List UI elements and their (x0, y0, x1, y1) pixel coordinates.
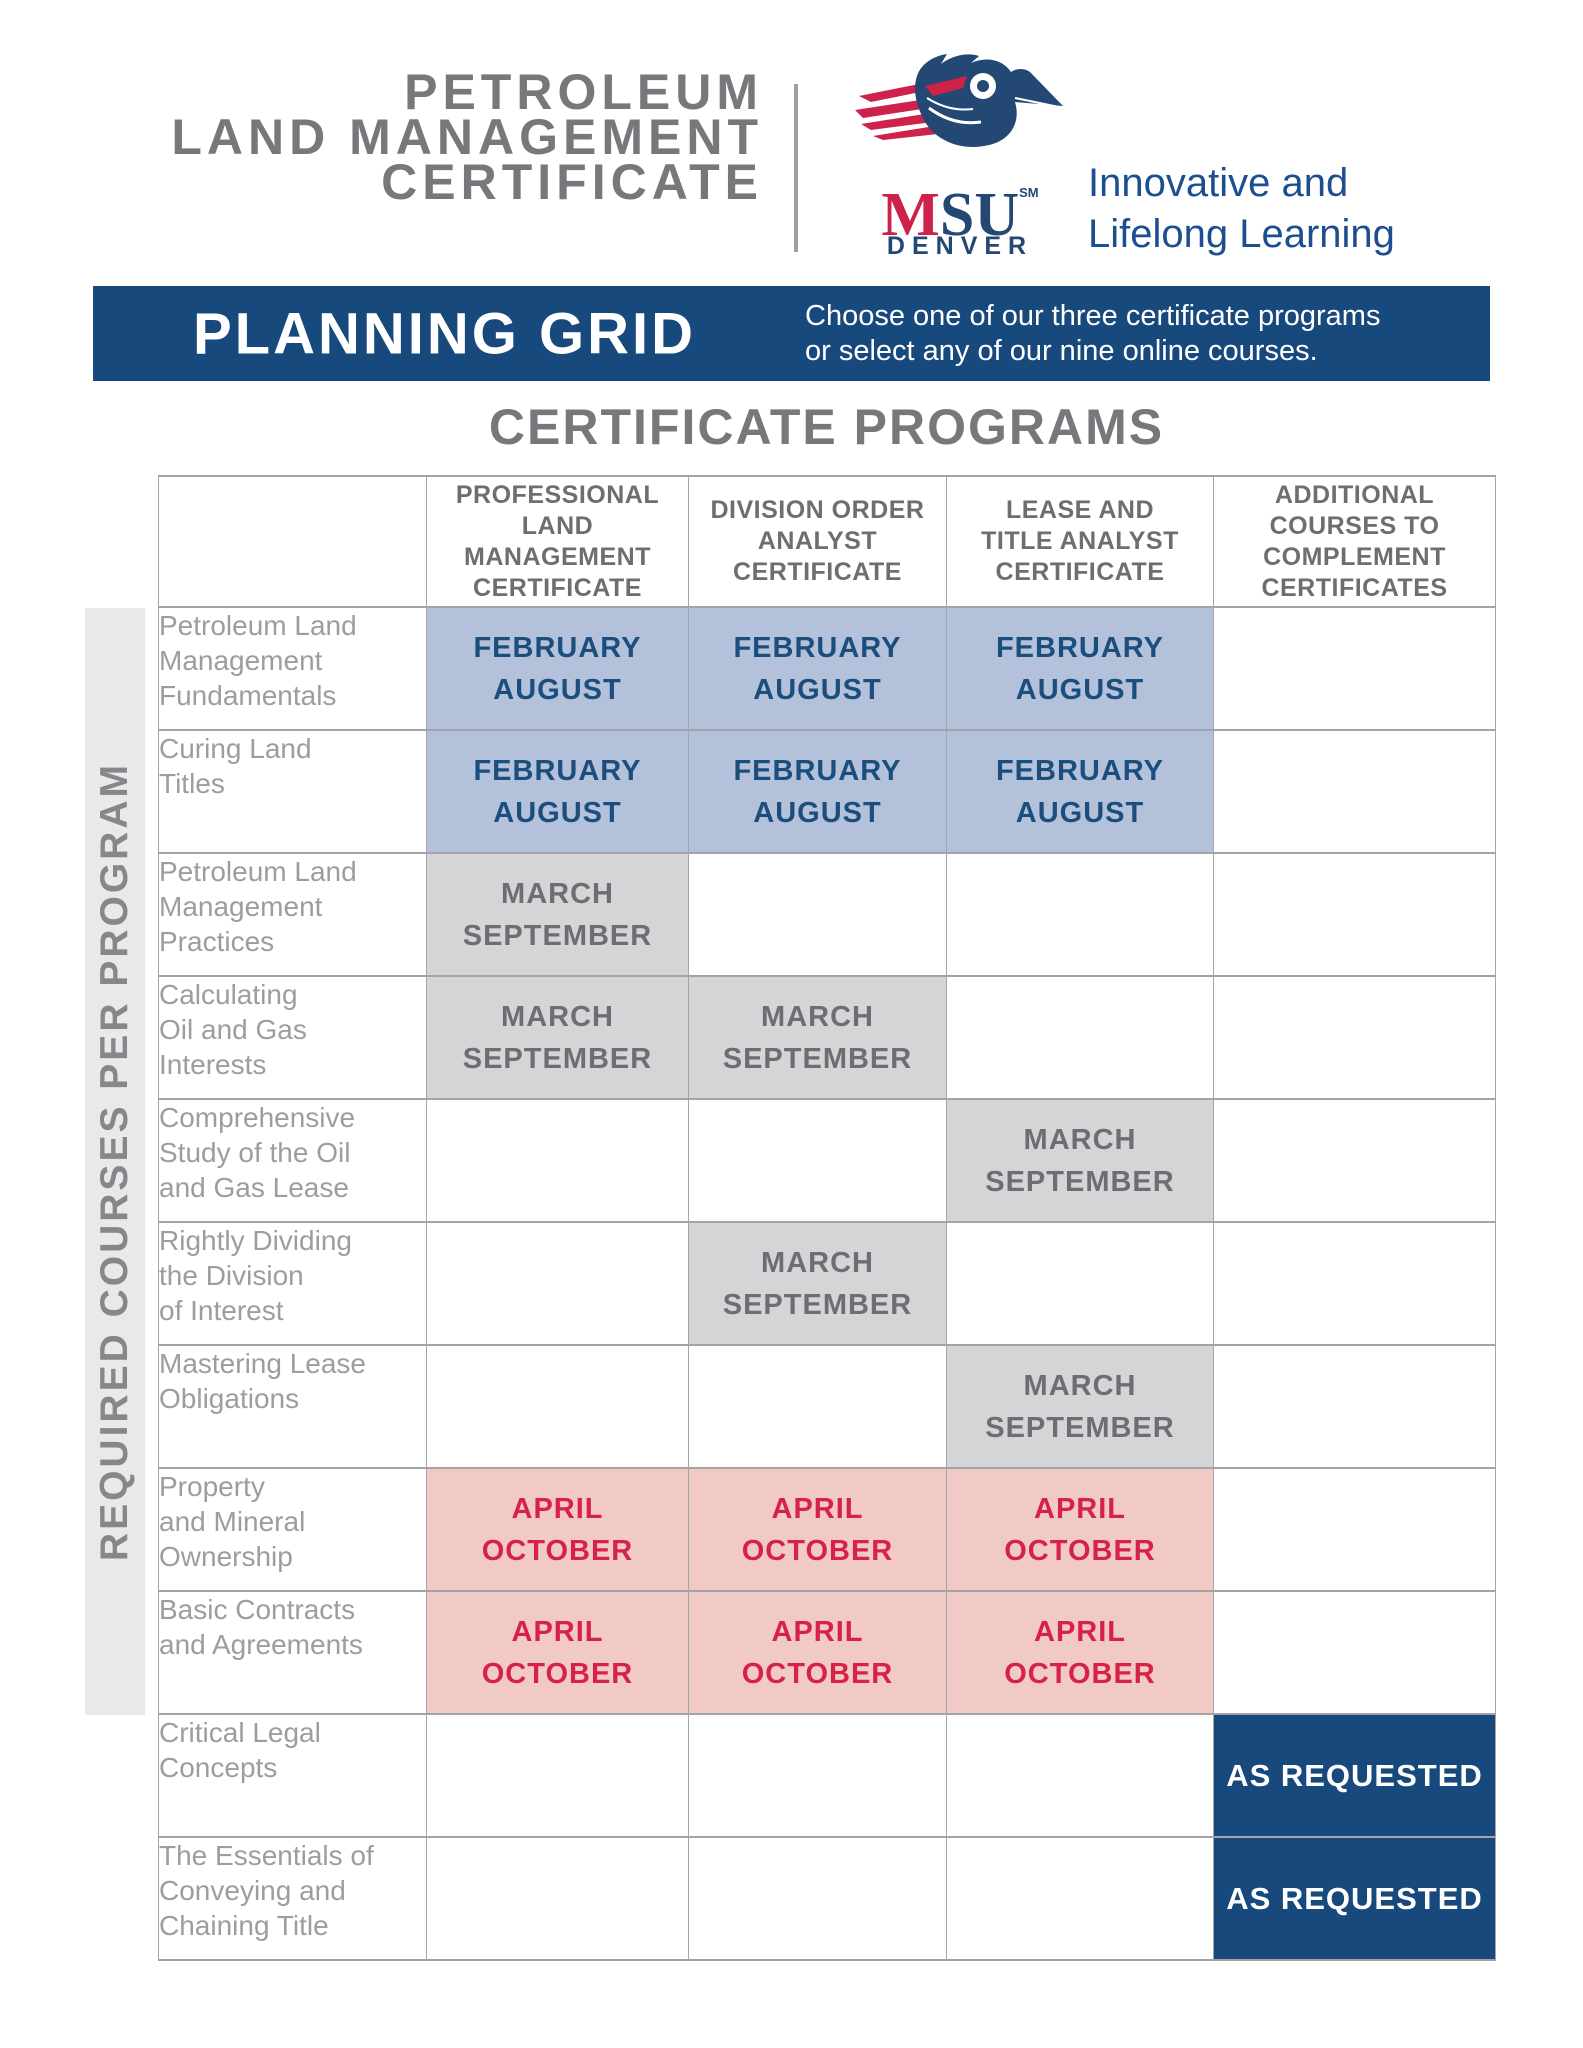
schedule-cell (1213, 1344, 1496, 1469)
header-divider (794, 84, 798, 252)
document-title: PETROLEUM LAND MANAGEMENT CERTIFICATE (171, 64, 763, 210)
msu-letter-m: M (881, 181, 940, 249)
msu-wordmark: MSUSM (845, 162, 1075, 246)
course-name: Rightly Dividing the Division of Interes… (158, 1221, 427, 1346)
schedule-cell: FEBRUARY AUGUST (688, 729, 947, 854)
schedule-cell: FEBRUARY AUGUST (426, 606, 689, 731)
table-row: Critical Legal Concepts AS REQUESTED (158, 1713, 1496, 1838)
schedule-cell (1213, 606, 1496, 731)
schedule-cell (946, 852, 1214, 977)
section-title: CERTIFICATE PROGRAMS (488, 399, 1165, 455)
course-name: Petroleum Land Management Fundamentals (158, 606, 427, 731)
table-row: Calculating Oil and Gas Interests MARCH … (158, 975, 1496, 1100)
schedule-cell: MARCH SEPTEMBER (426, 852, 689, 977)
column-header-division-order-analyst: DIVISION ORDER ANALYST CERTIFICATE (688, 475, 947, 608)
schedule-cell: MARCH SEPTEMBER (426, 975, 689, 1100)
schedule-cell (1213, 975, 1496, 1100)
msu-letters-su: SU (939, 181, 1020, 249)
schedule-cell: AS REQUESTED (1213, 1713, 1496, 1838)
course-name: Calculating Oil and Gas Interests (158, 975, 427, 1100)
schedule-cell (688, 1098, 947, 1223)
column-header-additional-courses: ADDITIONAL COURSES TO COMPLEMENT CERTIFI… (1213, 475, 1496, 608)
schedule-cell: FEBRUARY AUGUST (688, 606, 947, 731)
schedule-cell: APRIL OCTOBER (426, 1467, 689, 1592)
schedule-cell (426, 1098, 689, 1223)
schedule-cell (688, 1836, 947, 1961)
schedule-cell (1213, 852, 1496, 977)
schedule-cell (426, 1713, 689, 1838)
course-name: Critical Legal Concepts (158, 1713, 427, 1838)
schedule-cell (1213, 1221, 1496, 1346)
schedule-cell: MARCH SEPTEMBER (688, 1221, 947, 1346)
schedule-cell (946, 1836, 1214, 1961)
course-name: Property and Mineral Ownership (158, 1467, 427, 1592)
course-name: Curing Land Titles (158, 729, 427, 854)
schedule-cell (1213, 1098, 1496, 1223)
table-row: Curing Land Titles FEBRUARY AUGUST FEBRU… (158, 729, 1496, 854)
schedule-cell: MARCH SEPTEMBER (688, 975, 947, 1100)
schedule-cell: FEBRUARY AUGUST (946, 606, 1214, 731)
course-name: Comprehensive Study of the Oil and Gas L… (158, 1098, 427, 1223)
schedule-cell (1213, 1590, 1496, 1715)
schedule-cell: MARCH SEPTEMBER (946, 1098, 1214, 1223)
banner-title: PLANNING GRID (193, 301, 696, 366)
sidebar-label: REQUIRED COURSES PER PROGRAM (93, 761, 136, 1562)
schedule-cell (946, 975, 1214, 1100)
schedule-cell (688, 1713, 947, 1838)
msu-sm-mark: SM (1019, 185, 1039, 200)
schedule-cell: APRIL OCTOBER (946, 1467, 1214, 1592)
column-header-lease-and-title-analyst: LEASE AND TITLE ANALYST CERTIFICATE (946, 475, 1214, 608)
schedule-cell (688, 1344, 947, 1469)
schedule-cell: FEBRUARY AUGUST (426, 729, 689, 854)
table-row: Property and Mineral Ownership APRIL OCT… (158, 1467, 1496, 1592)
course-name: The Essentials of Conveying and Chaining… (158, 1836, 427, 1961)
roadrunner-logo-icon (855, 54, 1063, 147)
denver-label: DENVER (886, 232, 1034, 260)
required-courses-sidebar: REQUIRED COURSES PER PROGRAM (85, 608, 145, 1715)
schedule-cell (946, 1713, 1214, 1838)
table-row: Basic Contracts and Agreements APRIL OCT… (158, 1590, 1496, 1715)
schedule-cell (1213, 729, 1496, 854)
schedule-cell: APRIL OCTOBER (946, 1590, 1214, 1715)
course-name: Mastering Lease Obligations (158, 1344, 427, 1469)
planning-table: PROFESSIONAL LAND MANAGEMENT CERTIFICATE… (158, 475, 1496, 1961)
schedule-cell: APRIL OCTOBER (688, 1590, 947, 1715)
planning-grid-banner: PLANNING GRID Choose one of our three ce… (93, 286, 1490, 381)
table-header-row: PROFESSIONAL LAND MANAGEMENT CERTIFICATE… (158, 475, 1496, 608)
course-name: Basic Contracts and Agreements (158, 1590, 427, 1715)
schedule-cell (1213, 1467, 1496, 1592)
table-row: Comprehensive Study of the Oil and Gas L… (158, 1098, 1496, 1223)
schedule-cell: MARCH SEPTEMBER (946, 1344, 1214, 1469)
schedule-cell: FEBRUARY AUGUST (946, 729, 1214, 854)
schedule-cell (946, 1221, 1214, 1346)
banner-subtitle: Choose one of our three certificate prog… (805, 299, 1381, 367)
schedule-cell (426, 1344, 689, 1469)
schedule-cell: APRIL OCTOBER (688, 1467, 947, 1592)
schedule-cell: APRIL OCTOBER (426, 1590, 689, 1715)
logo-tagline: Innovative and Lifelong Learning (1088, 161, 1395, 256)
table-row: Rightly Dividing the Division of Interes… (158, 1221, 1496, 1346)
corner-cell (158, 475, 427, 608)
schedule-cell (688, 852, 947, 977)
course-name: Petroleum Land Management Practices (158, 852, 427, 977)
table-row: Mastering Lease Obligations MARCH SEPTEM… (158, 1344, 1496, 1469)
column-header-professional-land-management: PROFESSIONAL LAND MANAGEMENT CERTIFICATE (426, 475, 689, 608)
schedule-cell: AS REQUESTED (1213, 1836, 1496, 1961)
schedule-cell (426, 1221, 689, 1346)
schedule-cell (426, 1836, 689, 1961)
table-row: Petroleum Land Management Practices MARC… (158, 852, 1496, 977)
table-row: The Essentials of Conveying and Chaining… (158, 1836, 1496, 1961)
table-row: Petroleum Land Management Fundamentals F… (158, 606, 1496, 731)
